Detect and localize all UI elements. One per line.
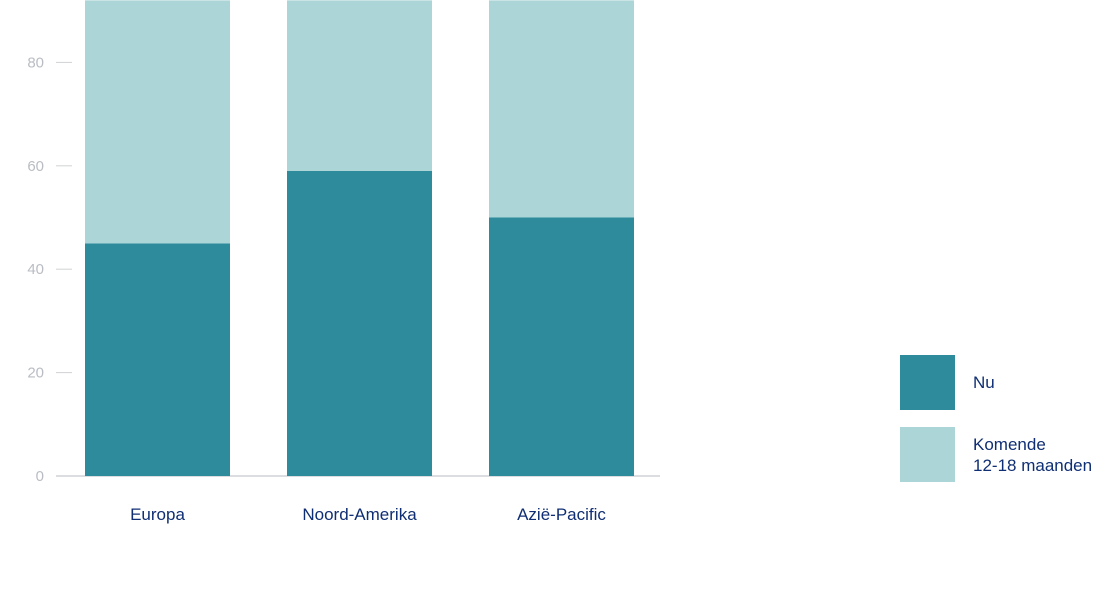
legend-item-komende: Komende 12-18 maanden [900, 427, 1092, 482]
legend-label-komende: Komende 12-18 maanden [973, 434, 1093, 475]
legend-swatch-nu [900, 355, 955, 410]
legend-label-nu: Nu [973, 373, 995, 392]
legend-swatch-komende [900, 427, 955, 482]
y-tick-label: 60 [27, 158, 44, 175]
legend-item-nu: Nu [900, 355, 1092, 410]
x-axis: Europa Noord-Amerika Azië-Pacific [130, 505, 606, 524]
y-tick-label: 20 [27, 365, 44, 382]
y-tick-label: 80 [27, 54, 44, 71]
x-category-label: Europa [130, 505, 185, 524]
bar-komende-1 [287, 0, 432, 171]
y-tick-label: 40 [27, 261, 44, 278]
y-tick-label: 0 [36, 468, 44, 485]
legend: Nu Komende 12-18 maanden [900, 355, 1092, 499]
bars [85, 0, 634, 476]
bar-nu-0 [85, 243, 230, 476]
x-category-label: Noord-Amerika [302, 505, 417, 524]
bar-komende-2 [489, 0, 634, 218]
bar-nu-1 [287, 170, 432, 476]
bar-chart: 0 20 40 60 80 Europa Noord-Amerika Azië-Pacifi… [27, 0, 660, 524]
bar-komende-0 [85, 0, 230, 244]
x-category-label: Azië-Pacific [517, 505, 606, 524]
bar-nu-2 [489, 217, 634, 476]
